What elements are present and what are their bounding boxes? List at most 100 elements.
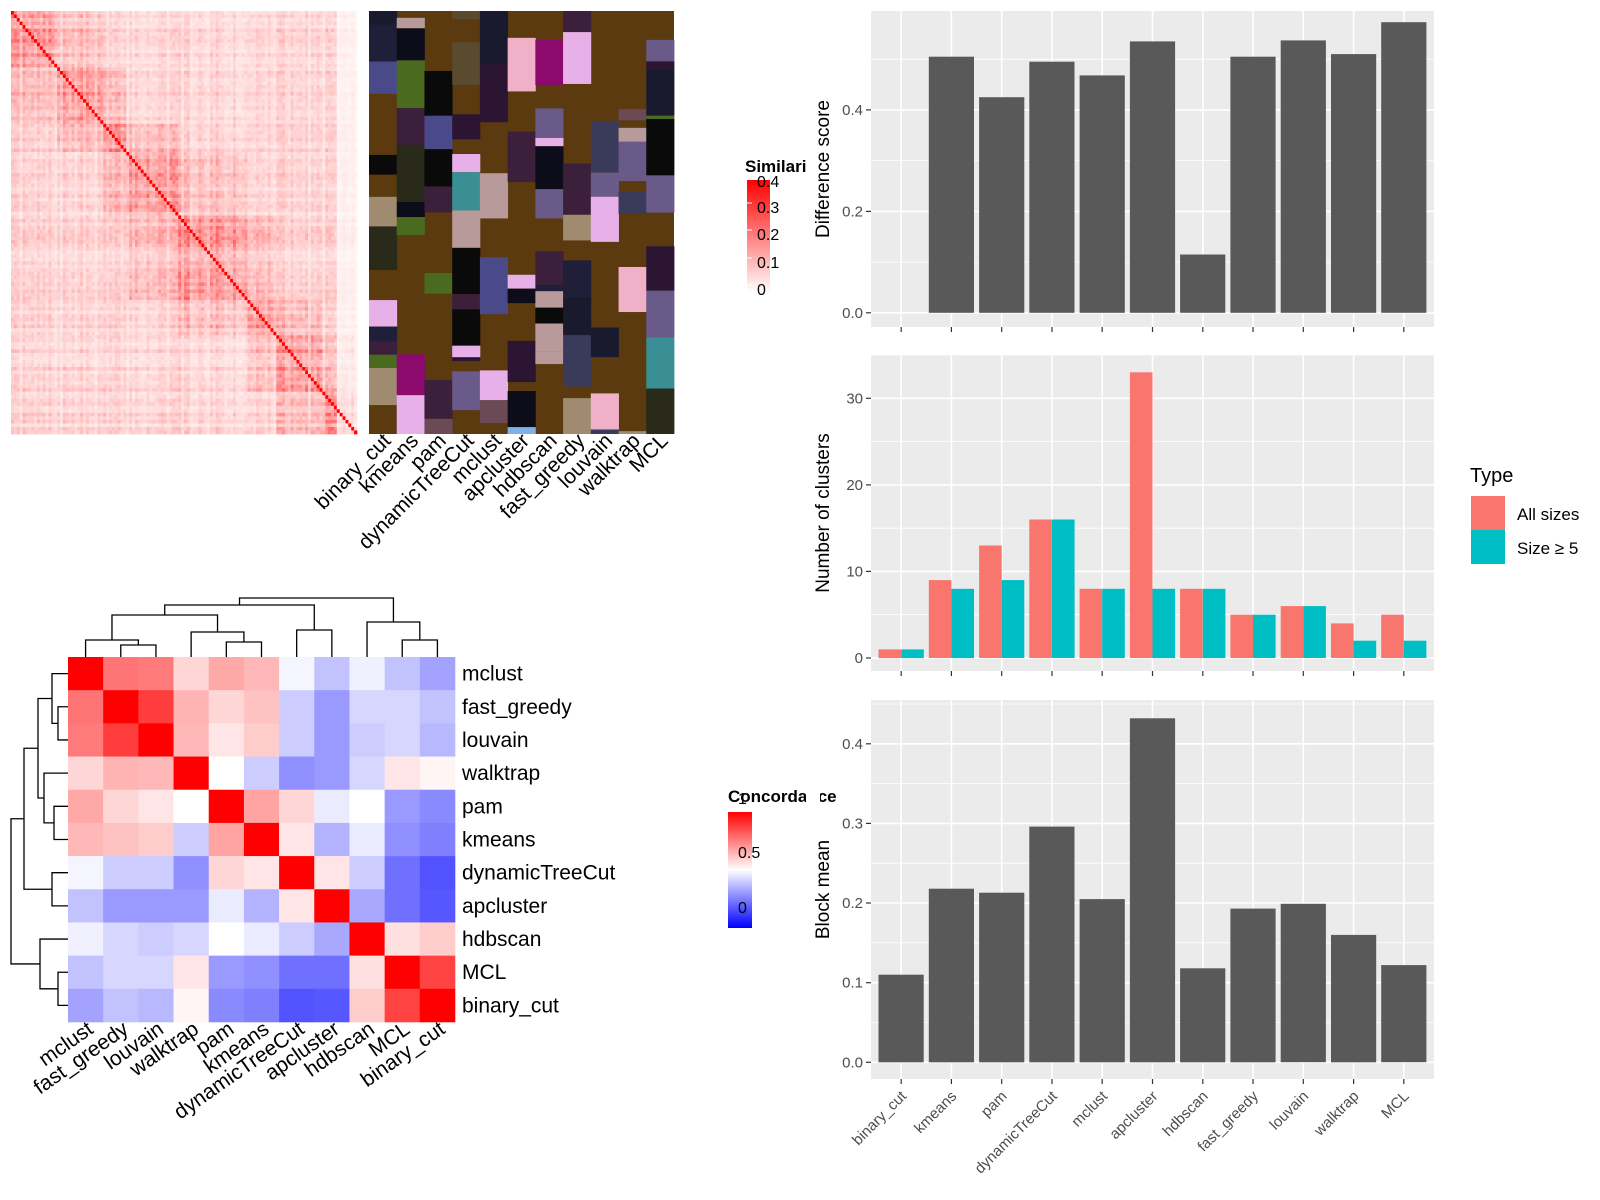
similarity-cell — [34, 102, 38, 107]
similarity-cell — [282, 127, 286, 132]
similarity-cell — [146, 42, 150, 47]
similarity-cell — [169, 56, 173, 61]
similarity-cell — [88, 148, 93, 153]
similarity-cell — [103, 113, 107, 118]
similarity-cell — [331, 53, 335, 58]
similarity-cell — [132, 137, 136, 142]
similarity-cell — [117, 127, 121, 132]
similarity-cell — [143, 141, 147, 146]
similarity-cell — [325, 21, 329, 26]
similarity-cell — [94, 123, 98, 128]
similarity-cell — [313, 152, 317, 156]
similarity-cell — [123, 11, 127, 15]
similarity-cell — [172, 46, 176, 51]
similarity-cell — [241, 53, 245, 58]
similarity-cell — [57, 21, 61, 26]
similarity-cell — [175, 144, 179, 149]
similarity-cell — [342, 77, 346, 82]
similarity-cell — [91, 77, 95, 82]
similarity-cell — [224, 67, 228, 72]
similarity-cell — [48, 74, 52, 79]
similarity-cell — [328, 39, 332, 44]
similarity-cell — [313, 14, 317, 19]
similarity-cell — [209, 70, 214, 75]
similarity-cell — [230, 18, 234, 22]
similarity-cell — [123, 102, 127, 107]
similarity-cell — [325, 123, 329, 128]
similarity-cell — [62, 35, 67, 40]
similarity-cell — [186, 18, 191, 22]
similarity-cell — [13, 25, 18, 29]
similarity-cell — [114, 25, 119, 29]
similarity-cell — [137, 92, 142, 96]
similarity-cell — [186, 25, 191, 29]
similarity-cell — [152, 67, 156, 72]
similarity-cell — [293, 39, 297, 44]
similarity-cell — [11, 127, 15, 132]
similarity-cell — [28, 56, 32, 61]
similarity-cell — [140, 141, 144, 146]
similarity-cell — [149, 148, 153, 153]
similarity-cell — [123, 56, 127, 61]
similarity-cell — [181, 25, 185, 29]
similarity-cell — [287, 70, 292, 75]
similarity-cell — [123, 95, 127, 100]
similarity-cell — [129, 56, 133, 61]
similarity-cell — [287, 35, 292, 40]
similarity-cell — [328, 49, 332, 54]
similarity-cell — [134, 130, 139, 135]
similarity-cell — [74, 95, 78, 100]
similarity-cell — [328, 130, 332, 135]
similarity-cell — [166, 18, 170, 22]
similarity-cell — [28, 120, 32, 125]
similarity-cell — [189, 130, 193, 135]
similarity-cell — [328, 85, 332, 89]
similarity-cell — [34, 70, 38, 75]
similarity-cell — [39, 120, 44, 125]
similarity-cell — [184, 130, 188, 135]
similarity-cell — [132, 88, 136, 93]
similarity-cell — [328, 92, 332, 96]
similarity-cell — [166, 102, 170, 107]
similarity-cell — [126, 92, 130, 96]
similarity-cell — [316, 46, 320, 51]
similarity-cell — [68, 18, 72, 22]
similarity-cell — [333, 123, 338, 128]
similarity-cell — [163, 53, 168, 58]
similarity-cell — [57, 88, 61, 93]
similarity-cell — [258, 120, 263, 125]
similarity-cell — [36, 106, 41, 111]
similarity-cell — [247, 21, 251, 26]
similarity-cell — [137, 63, 142, 68]
similarity-cell — [235, 81, 240, 86]
similarity-cell — [192, 74, 196, 79]
similarity-cell — [22, 152, 26, 156]
similarity-cell — [284, 92, 289, 96]
similarity-cell — [65, 74, 70, 79]
similarity-cell — [195, 81, 199, 86]
similarity-cell — [282, 109, 286, 114]
similarity-cell — [178, 53, 182, 58]
similarity-cell — [250, 116, 254, 121]
similarity-cell — [247, 99, 251, 104]
similarity-cell — [175, 109, 179, 114]
similarity-cell — [45, 130, 49, 135]
similarity-cell — [106, 148, 110, 153]
similarity-cell — [325, 70, 329, 75]
similarity-cell — [198, 11, 202, 15]
similarity-cell — [140, 60, 144, 65]
similarity-cell — [351, 25, 355, 29]
similarity-cell — [178, 99, 182, 104]
similarity-cell — [250, 18, 254, 22]
similarity-cell — [261, 99, 266, 104]
similarity-cell — [195, 109, 199, 114]
similarity-cell — [42, 63, 46, 68]
similarity-cell — [336, 77, 341, 82]
similarity-cell — [270, 46, 274, 51]
similarity-cell — [54, 49, 58, 54]
similarity-cell — [36, 11, 41, 15]
similarity-cell — [22, 81, 26, 86]
similarity-cell — [227, 99, 231, 104]
similarity-cell — [345, 56, 349, 61]
similarity-cell — [123, 60, 127, 65]
